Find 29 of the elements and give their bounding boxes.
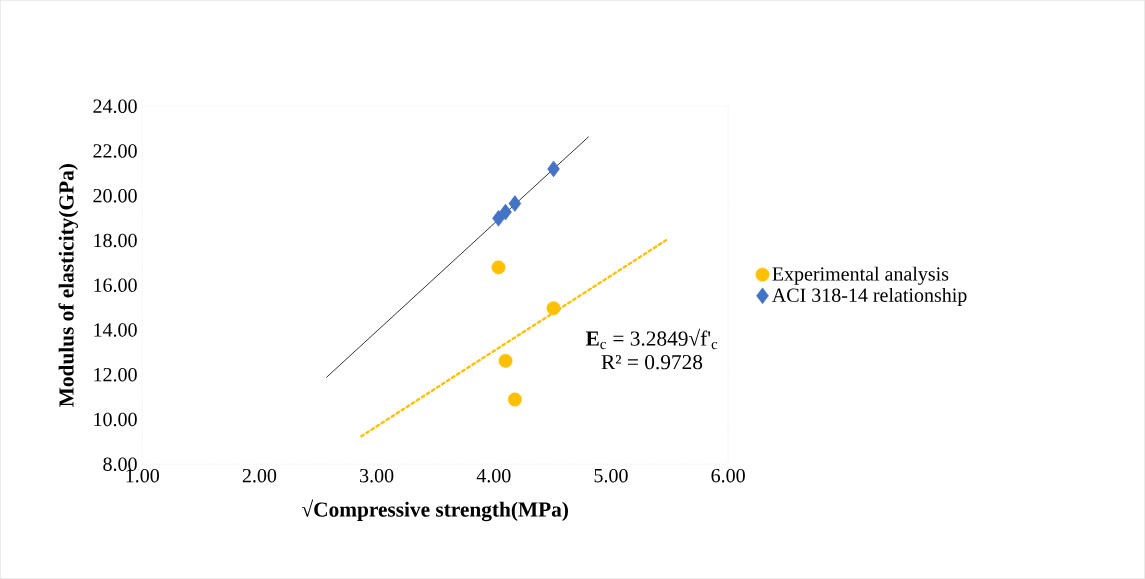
legend-label: ACI 318-14 relationship	[772, 287, 967, 306]
y-tick-label: 12.00	[94, 367, 137, 382]
y-tick-label: 24.00	[93, 99, 137, 113]
point	[547, 160, 560, 178]
point	[498, 353, 513, 368]
point	[492, 210, 505, 227]
x-tick-label: 6.00	[711, 468, 745, 483]
point	[508, 195, 522, 212]
y-tick-label: 14.00	[94, 323, 137, 337]
y-tick-label: 20.00	[93, 188, 137, 203]
y-tick-label: 16.00	[94, 278, 137, 292]
annotation: R² = 0.9728	[601, 354, 703, 370]
y-tick-label: 18.00	[94, 233, 137, 248]
annotation: E$_{c}$ = 3.2849√f'$_{c}$	[585, 328, 718, 350]
x-tick-label: 5.00	[594, 468, 628, 483]
x-tick-label: 1.00	[126, 468, 159, 483]
x-tick-label: 3.00	[360, 468, 394, 483]
point	[499, 203, 512, 221]
legend-label: Experimental analysis	[772, 266, 949, 285]
point	[491, 260, 506, 275]
y-tick-label: 8.00	[103, 457, 137, 471]
y-axis-title: Modulus of elasticity(GPa)	[58, 164, 79, 407]
x-tick-label: 4.00	[476, 468, 511, 483]
x-axis-title: √Compressive strength(MPa)	[302, 499, 568, 522]
point	[507, 392, 522, 407]
y-tick-label: 10.00	[94, 412, 137, 427]
x-tick-label: 2.00	[242, 468, 277, 483]
y-tick-label: 22.00	[93, 144, 137, 158]
point	[546, 301, 561, 316]
